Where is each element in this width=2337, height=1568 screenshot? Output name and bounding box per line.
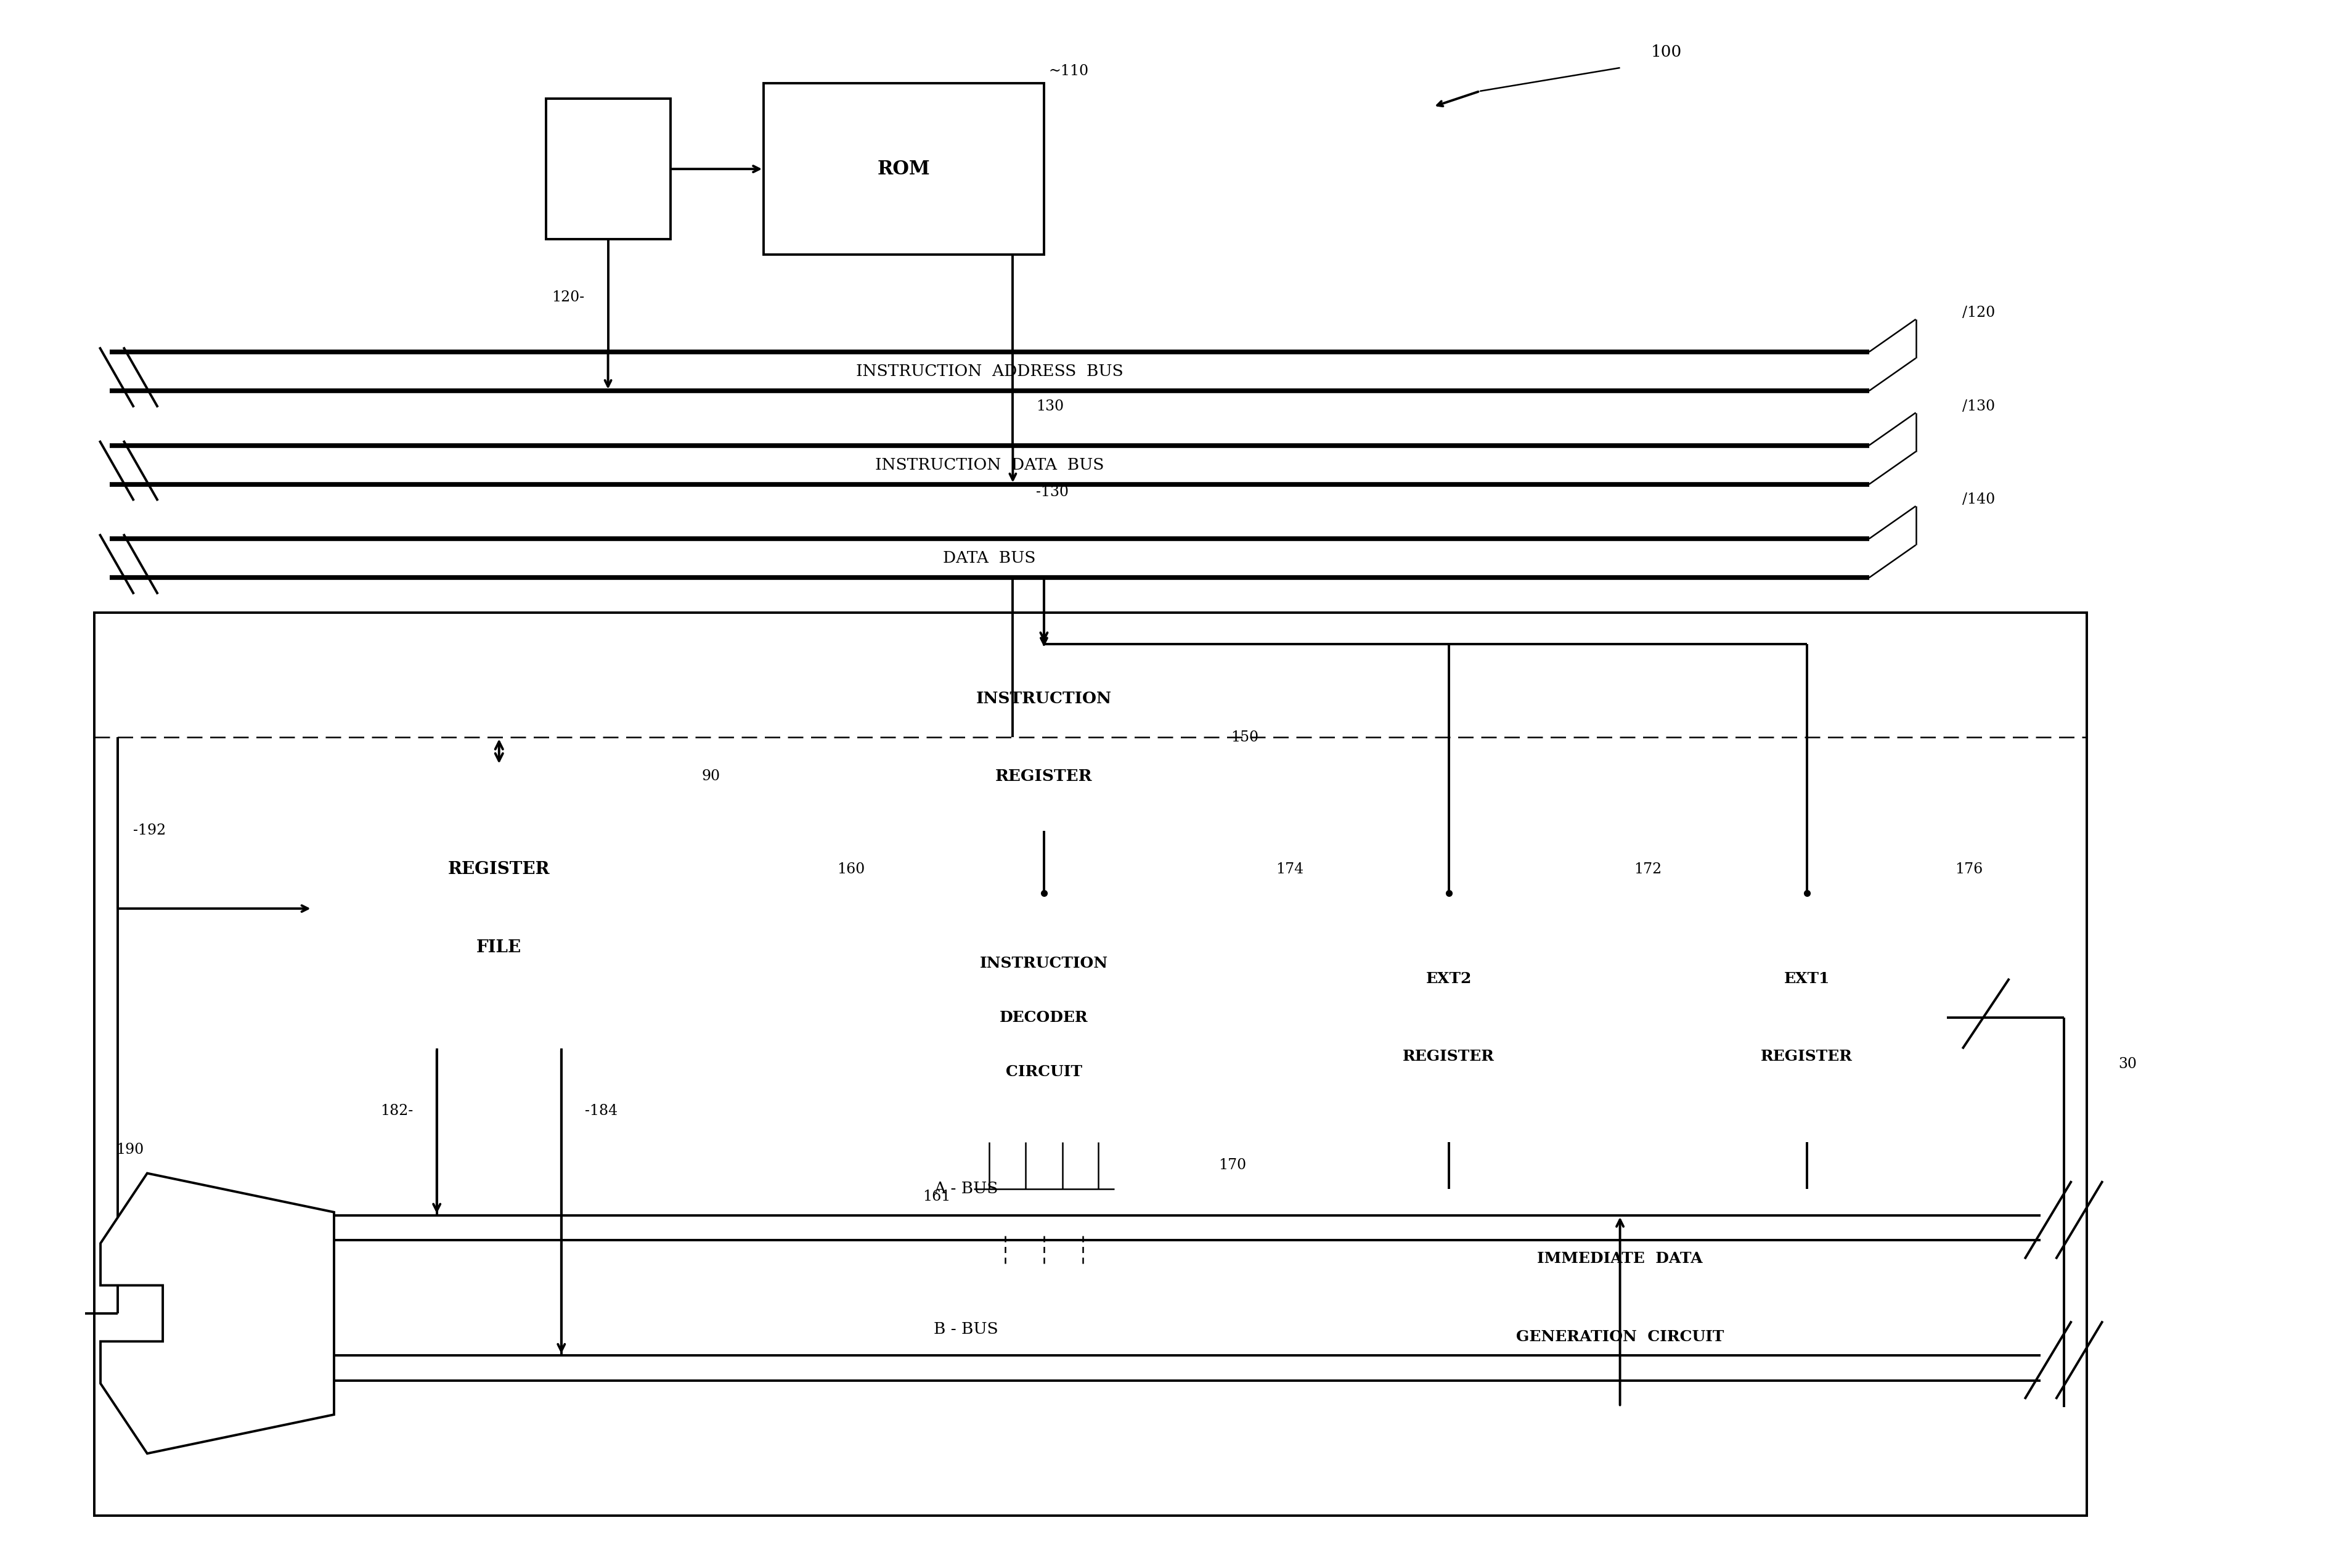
Bar: [93, 613, 2087, 1516]
Text: 161: 161: [923, 1190, 951, 1204]
Bar: [872, 894, 1215, 1142]
Text: INSTRUCTION  ADDRESS  BUS: INSTRUCTION ADDRESS BUS: [855, 364, 1124, 379]
Bar: [547, 99, 671, 238]
Text: FILE: FILE: [477, 939, 521, 956]
Text: INSTRUCTION  DATA  BUS: INSTRUCTION DATA BUS: [874, 458, 1103, 472]
Text: -130: -130: [1035, 485, 1068, 499]
Bar: [1309, 894, 1589, 1142]
Text: /140: /140: [1963, 492, 1996, 506]
Text: REGISTER: REGISTER: [1760, 1049, 1853, 1063]
Text: 130: 130: [1035, 400, 1063, 414]
Text: A - BUS: A - BUS: [935, 1181, 998, 1196]
Text: ALU: ALU: [199, 1305, 238, 1322]
Text: 174: 174: [1276, 862, 1304, 877]
Text: 170: 170: [1218, 1159, 1246, 1173]
Text: 30: 30: [2117, 1057, 2136, 1071]
Text: 150: 150: [1232, 731, 1260, 745]
Text: IMMEDIATE  DATA: IMMEDIATE DATA: [1538, 1251, 1704, 1267]
Polygon shape: [100, 1173, 334, 1454]
Text: DECODER: DECODER: [1000, 1010, 1089, 1025]
Text: GENERATION  CIRCUIT: GENERATION CIRCUIT: [1517, 1330, 1725, 1344]
Text: -192: -192: [133, 823, 166, 837]
Text: EXT2: EXT2: [1426, 971, 1472, 986]
Text: 182-: 182-: [381, 1104, 414, 1118]
Bar: [872, 644, 1215, 831]
Text: 100: 100: [1652, 44, 1683, 60]
Text: DATA  BUS: DATA BUS: [944, 550, 1035, 566]
Text: -184: -184: [584, 1104, 617, 1118]
Text: 90: 90: [701, 770, 720, 784]
Text: ROM: ROM: [876, 160, 930, 179]
Bar: [1262, 1189, 1977, 1406]
Text: /120: /120: [1963, 306, 1996, 320]
Text: EXT1: EXT1: [1783, 971, 1830, 986]
Text: REGISTER: REGISTER: [996, 768, 1091, 784]
Bar: [313, 768, 685, 1049]
Text: ~110: ~110: [1049, 64, 1089, 78]
Text: 172: 172: [1634, 862, 1662, 877]
Text: 176: 176: [1954, 862, 1982, 877]
Bar: [1666, 894, 1947, 1142]
Text: 160: 160: [837, 862, 865, 877]
Bar: [764, 83, 1045, 254]
Text: REGISTER: REGISTER: [449, 861, 549, 878]
Bar: [93, 613, 2087, 1516]
Text: INSTRUCTION: INSTRUCTION: [979, 955, 1108, 971]
Text: 120-: 120-: [552, 290, 584, 304]
Text: REGISTER: REGISTER: [1402, 1049, 1496, 1063]
Text: 190: 190: [117, 1143, 145, 1157]
Text: INSTRUCTION: INSTRUCTION: [977, 690, 1112, 706]
Text: B - BUS: B - BUS: [935, 1322, 998, 1336]
Text: CIRCUIT: CIRCUIT: [1005, 1065, 1082, 1079]
Text: /130: /130: [1963, 400, 1996, 414]
